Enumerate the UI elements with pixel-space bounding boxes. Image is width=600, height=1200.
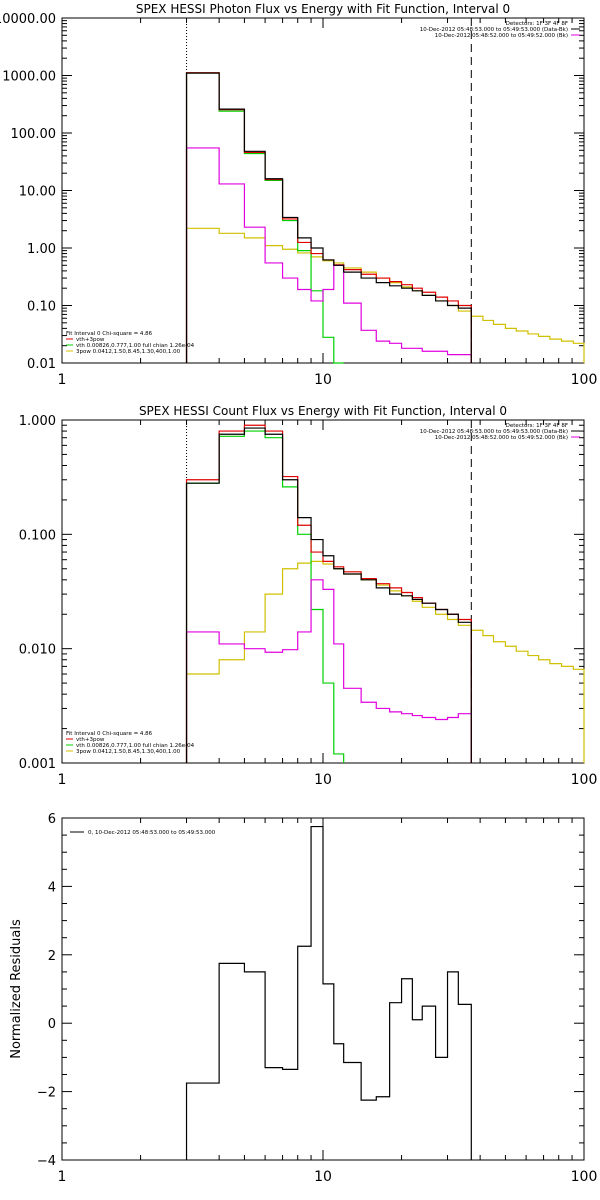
- fit-legend-text: 3pow 0.0412,1.50,8.45,1.30,400,1.00: [76, 349, 181, 355]
- x-tick-label: 1: [58, 372, 67, 388]
- header-text: 10-Dec-2012 05:48:52.000 to 05:49:52.000…: [435, 33, 568, 39]
- y-tick-label: −4: [37, 1154, 56, 1169]
- data-series-line: [185, 72, 472, 363]
- x-tick-label: 1: [58, 1169, 67, 1185]
- y-tick-label: 0.001: [19, 757, 56, 772]
- plot-frame: [61, 419, 585, 764]
- x-tick-label: 10: [314, 1169, 332, 1185]
- fit-legend-text: Fit Interval 0 Chi-square = 4.86: [66, 731, 153, 737]
- header-text: 10-Dec-2012 05:48:52.000 to 05:49:52.000…: [435, 435, 568, 441]
- vth-series-line: [185, 72, 344, 364]
- total-series-line: [185, 72, 472, 363]
- y-tick-label: 100.00: [11, 127, 57, 142]
- chart-title: SPEX HESSI Photon Flux vs Energy with Fi…: [136, 2, 510, 16]
- x-tick-label: 1: [58, 772, 67, 788]
- x-tick-label: 100: [571, 372, 598, 388]
- fit-legend-text: vth 0.00826,0.777,1.00 full chian 1.26e-…: [76, 343, 195, 349]
- header-text: Detectors: 1F 3F 4F 8F: [506, 423, 568, 429]
- data-series-line: [185, 427, 472, 763]
- header-text: Detectors: 1F 3F 4F 8F: [506, 21, 568, 27]
- residuals-panel: 1 10 100 −4 −2 0 2 4 6 Normalized Residuals 0, 10-…: [9, 812, 597, 1185]
- y-tick-label: 10000.00: [0, 12, 56, 27]
- photon-flux-panel: SPEX HESSI Photon Flux vs Energy with Fi…: [0, 2, 597, 388]
- fit-legend-text: Fit Interval 0 Chi-square = 4.86: [66, 331, 153, 337]
- y-tick-label: −2: [37, 1086, 56, 1101]
- header-text: 10-Dec-2012 05:48:53.000 to 05:49:53.000…: [420, 27, 568, 33]
- y-tick-label: 10.00: [19, 185, 56, 200]
- y-tick-label: 2: [48, 949, 56, 964]
- y-tick-label: 1000.00: [2, 70, 56, 85]
- y-axis-label: Normalized Residuals: [9, 919, 24, 1059]
- legend-text: 0, 10-Dec-2012 05:48:53.000 to 05:49:53.…: [88, 830, 216, 836]
- fit-legend-text: vth+3pow: [76, 737, 105, 743]
- y-tick-label: 0.010: [19, 643, 56, 658]
- y-tick-label: 0: [48, 1017, 56, 1032]
- header-text: 10-Dec-2012 05:48:53.000 to 05:49:53.000…: [420, 429, 568, 435]
- fit-legend-text: 3pow 0.0412,1.50,8.45,1.30,400,1.00: [76, 749, 181, 755]
- pow-series-line: [185, 227, 585, 363]
- x-tick-label: 100: [571, 772, 598, 788]
- y-tick-label: 0.100: [19, 528, 56, 543]
- residuals-series-line: [185, 825, 472, 1160]
- y-tick-label: 1.00: [27, 242, 56, 257]
- pow-series-line: [185, 560, 585, 763]
- vth-series-line: [185, 430, 345, 763]
- x-tick-label: 100: [571, 1169, 598, 1185]
- y-tick-label: 1.000: [19, 414, 56, 429]
- fit-legend-text: vth 0.00826,0.777,1.00 full chian 1.26e-…: [76, 743, 195, 749]
- total-series-line: [185, 424, 472, 763]
- x-tick-label: 10: [314, 772, 332, 788]
- fit-legend-text: vth+3pow: [76, 337, 105, 343]
- y-tick-label: 0.10: [27, 300, 56, 315]
- x-tick-label: 10: [314, 372, 332, 388]
- y-tick-label: 0.01: [27, 357, 56, 372]
- y-tick-label: 6: [48, 812, 56, 827]
- count-flux-panel: SPEX HESSI Count Flux vs Energy with Fit…: [19, 404, 598, 788]
- bk-series-line: [185, 147, 472, 363]
- chart-title: SPEX HESSI Count Flux vs Energy with Fit…: [139, 404, 507, 418]
- y-tick-label: 4: [48, 880, 56, 895]
- bk-series-line: [185, 579, 472, 763]
